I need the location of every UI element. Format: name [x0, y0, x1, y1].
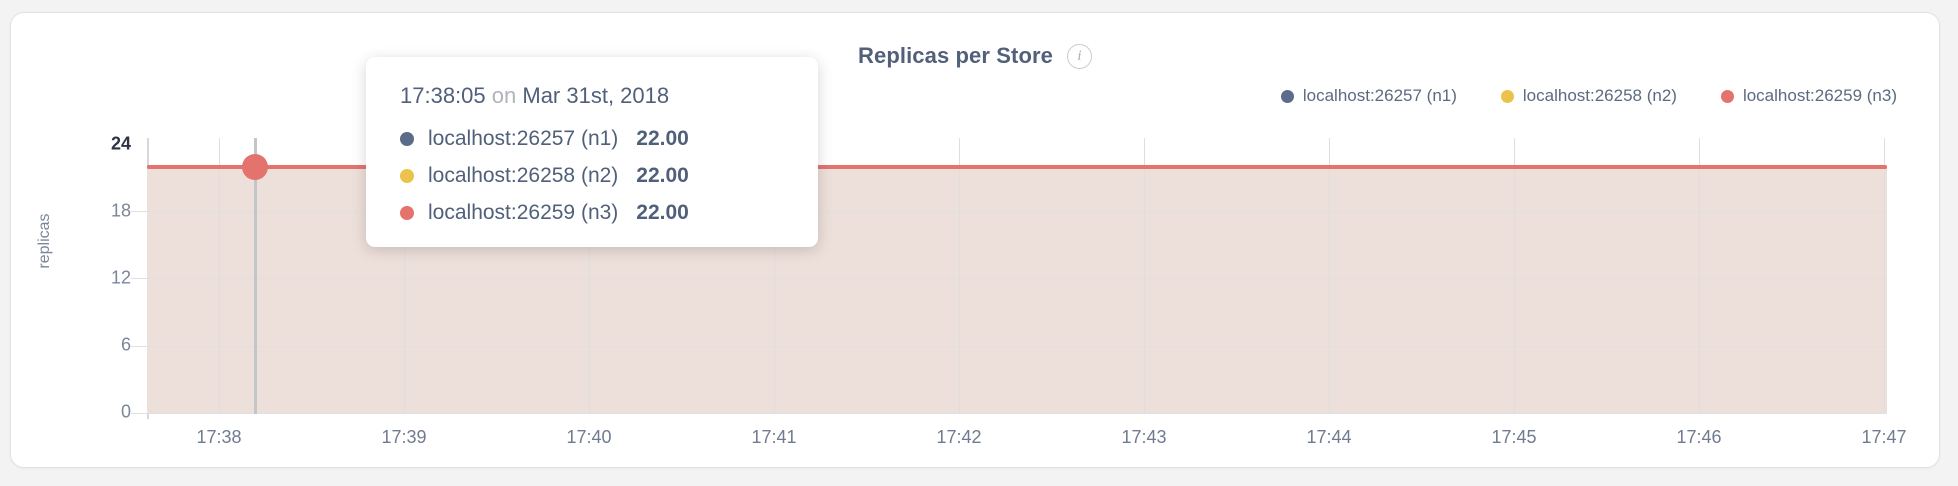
tooltip-on-word: on [491, 83, 517, 108]
tooltip-swatch-icon [400, 169, 414, 183]
tooltip-series-value: 22.00 [636, 201, 689, 224]
legend-swatch-icon [1280, 89, 1294, 103]
x-tick-1747: 17:47 [1861, 427, 1907, 447]
x-tick-1746: 17:46 [1676, 427, 1722, 447]
gridline-v-1740 [589, 138, 590, 414]
chart-tooltip: 17:38:05 on Mar 31st, 2018 localhost:262… [366, 57, 818, 247]
tooltip-swatch-icon [400, 206, 414, 220]
y-tick-24: 24 [110, 133, 131, 154]
gridline-h-18 [131, 211, 1887, 212]
gridline-v-1747 [1884, 138, 1885, 414]
plot-area[interactable] [131, 138, 1887, 414]
legend-swatch-icon [1500, 89, 1514, 103]
gridline-h-0 [131, 413, 1887, 414]
legend-label: localhost:26259 (n3) [1742, 86, 1897, 105]
gridline-v-1744 [1329, 138, 1330, 414]
tooltip-series-label: localhost:26257 (n1) [428, 127, 619, 150]
y-tick-0: 0 [120, 401, 131, 422]
gridline-v-1745 [1514, 138, 1515, 414]
series-line-n3 [147, 165, 1887, 169]
tooltip-series-label: localhost:26259 (n3) [428, 201, 619, 224]
hover-marker-n3 [242, 154, 268, 180]
tooltip-series-value: 22.00 [636, 164, 689, 187]
info-icon[interactable]: i [1067, 43, 1092, 69]
plot-wrapper: replicas 24 18 12 6 0 [11, 13, 1939, 467]
tooltip-row-n2: localhost:26258 (n2) 22.00 [400, 164, 784, 188]
legend-label: localhost:26257 (n1) [1302, 86, 1457, 105]
legend-swatch-icon [1720, 89, 1734, 103]
x-tick-1740: 17:40 [566, 427, 612, 447]
x-tick-1745: 17:45 [1491, 427, 1537, 447]
tooltip-date: Mar 31st, 2018 [522, 83, 670, 108]
tooltip-row-n1: localhost:26257 (n1) 22.00 [400, 127, 784, 151]
gridline-v-1738 [219, 138, 220, 414]
hover-crosshair [254, 138, 257, 414]
legend-label: localhost:26258 (n2) [1522, 86, 1677, 105]
tooltip-series-value: 22.00 [636, 127, 689, 150]
legend-item-n1[interactable]: localhost:26257 (n1) [1280, 86, 1457, 106]
gridline-v-1741 [774, 138, 775, 414]
chart-card: Replicas per Store i localhost:26257 (n1… [10, 12, 1940, 468]
gridline-h-6 [131, 346, 1887, 347]
tooltip-swatch-icon [400, 132, 414, 146]
gridline-v-1739 [404, 138, 405, 414]
y-tick-12: 12 [110, 267, 131, 288]
x-tick-1742: 17:42 [936, 427, 982, 447]
x-tick-1743: 17:43 [1121, 427, 1167, 447]
gridline-h-12 [131, 278, 1887, 279]
x-tick-1739: 17:39 [381, 427, 427, 447]
y-axis-ticks: 24 18 12 6 0 [71, 13, 131, 467]
y-tick-18: 18 [110, 200, 131, 221]
y-axis-title: replicas [36, 213, 53, 269]
gridline-v-1742 [959, 138, 960, 414]
x-tick-1744: 17:44 [1306, 427, 1352, 447]
gridline-v-1743 [1144, 138, 1145, 414]
chart-legend: localhost:26257 (n1) localhost:26258 (n2… [1280, 86, 1897, 106]
x-tick-1738: 17:38 [196, 427, 242, 447]
legend-item-n3[interactable]: localhost:26259 (n3) [1720, 86, 1897, 106]
gridline-v-1746 [1699, 138, 1700, 414]
x-tick-1741: 17:41 [751, 427, 797, 447]
tooltip-time: 17:38:05 [400, 83, 486, 108]
tooltip-row-n3: localhost:26259 (n3) 22.00 [400, 201, 784, 225]
y-tick-6: 6 [120, 334, 131, 355]
legend-item-n2[interactable]: localhost:26258 (n2) [1500, 86, 1677, 106]
tooltip-timestamp: 17:38:05 on Mar 31st, 2018 [400, 83, 784, 109]
tooltip-series-label: localhost:26258 (n2) [428, 164, 619, 187]
